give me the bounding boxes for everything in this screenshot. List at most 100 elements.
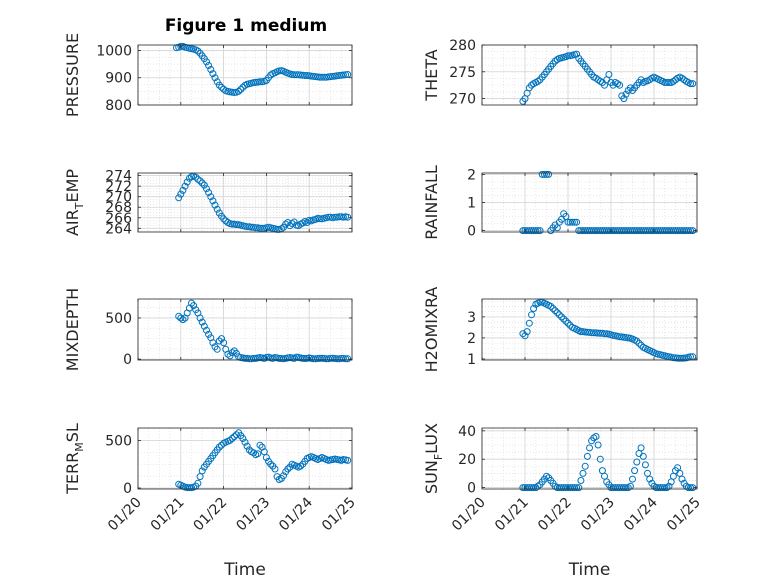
ytick-label: 1 xyxy=(467,352,476,368)
data-point xyxy=(549,305,557,312)
data-point xyxy=(254,450,262,458)
data-point xyxy=(590,329,598,337)
data-point xyxy=(635,339,643,347)
ytick-label: 272 xyxy=(105,179,132,195)
data-point xyxy=(543,170,550,178)
data-point xyxy=(547,302,555,310)
data-point xyxy=(226,436,234,444)
data-point xyxy=(523,328,531,336)
data-point xyxy=(299,219,307,227)
data-point xyxy=(232,431,240,439)
data-point xyxy=(215,81,223,89)
data-point xyxy=(687,80,694,88)
xtick-label: 01/22 xyxy=(191,495,231,535)
data-point xyxy=(218,335,225,343)
data-point xyxy=(553,309,561,317)
data-point xyxy=(562,317,570,325)
ylabel: PRESSURE xyxy=(63,33,82,117)
data-point xyxy=(689,80,697,88)
data-point xyxy=(521,332,529,340)
data-point xyxy=(564,319,572,327)
data-point xyxy=(185,174,193,182)
data-point xyxy=(646,475,654,483)
data-point xyxy=(519,330,527,338)
ytick-label: 268 xyxy=(105,200,132,216)
data-point xyxy=(573,50,581,58)
data-point xyxy=(687,484,694,492)
data-point xyxy=(243,223,251,231)
data-point xyxy=(243,442,251,450)
data-point xyxy=(530,305,538,312)
data-point xyxy=(631,467,639,475)
data-point xyxy=(528,484,535,492)
data-point xyxy=(558,313,565,321)
data-point xyxy=(564,52,572,60)
data-point xyxy=(661,484,669,492)
ylabel: RAINFALL xyxy=(422,165,441,240)
data-point xyxy=(629,475,636,483)
ylabel-text: SL xyxy=(63,423,82,442)
data-point xyxy=(250,449,258,457)
xtick-label: 01/21 xyxy=(148,495,188,535)
data-point xyxy=(228,349,236,357)
ytick-label: 3 xyxy=(467,310,476,326)
data-point xyxy=(213,205,221,213)
ytick-label: 2 xyxy=(467,167,476,183)
data-point xyxy=(614,80,621,88)
data-point xyxy=(588,329,596,337)
xtick-label: 01/24 xyxy=(621,494,661,534)
ylabel: AIRTEMP xyxy=(63,169,86,236)
axes-box xyxy=(137,44,353,106)
data-point xyxy=(637,444,645,452)
ytick-label: 275 xyxy=(449,65,476,81)
xtick-label: 01/22 xyxy=(535,495,575,535)
data-point xyxy=(577,477,585,484)
data-point xyxy=(280,472,287,480)
data-point xyxy=(573,484,581,492)
data-point xyxy=(641,461,649,469)
subplot-1: 1000 900 800 PRESSURE xyxy=(63,33,353,117)
ytick-label: 266 xyxy=(105,211,132,227)
axes-box xyxy=(137,172,353,233)
data-point xyxy=(213,345,221,353)
data-point xyxy=(596,455,604,463)
data-point xyxy=(342,355,350,363)
data-point xyxy=(530,484,538,492)
data-point xyxy=(543,472,550,480)
figure-title: Figure 1 medium xyxy=(165,16,327,36)
xtick-label: 01/25 xyxy=(664,495,704,535)
data-point xyxy=(209,339,217,347)
xlabel: Time xyxy=(568,560,611,580)
data-point xyxy=(192,173,200,181)
data-point xyxy=(687,227,694,235)
ytick-label: 800 xyxy=(105,98,132,114)
data-point xyxy=(594,441,602,449)
xtick-label: 01/23 xyxy=(578,495,618,535)
ylabel-text: AIR xyxy=(63,209,82,236)
data-point xyxy=(209,197,217,205)
data-point xyxy=(592,433,600,440)
data-point xyxy=(342,71,350,79)
axes-box xyxy=(481,427,698,490)
data-point xyxy=(211,201,219,209)
data-point xyxy=(620,95,628,103)
data-point xyxy=(241,438,249,446)
data-point xyxy=(288,220,296,228)
data-point xyxy=(239,435,247,442)
ylabel: MIXDEPTH xyxy=(63,288,82,371)
ytick-label: 274 xyxy=(105,169,132,185)
data-point xyxy=(575,484,583,492)
data-point xyxy=(267,460,275,468)
ytick-label: 0 xyxy=(467,224,476,240)
data-point xyxy=(194,175,202,183)
data-point xyxy=(224,350,232,358)
data-point xyxy=(205,62,213,69)
data-point xyxy=(258,224,266,232)
data-point xyxy=(680,354,688,362)
data-point xyxy=(560,315,568,323)
ytick-label: 264 xyxy=(105,221,132,237)
ytick-label: 900 xyxy=(105,71,132,87)
axes-box xyxy=(137,427,353,490)
data-point xyxy=(639,452,647,460)
